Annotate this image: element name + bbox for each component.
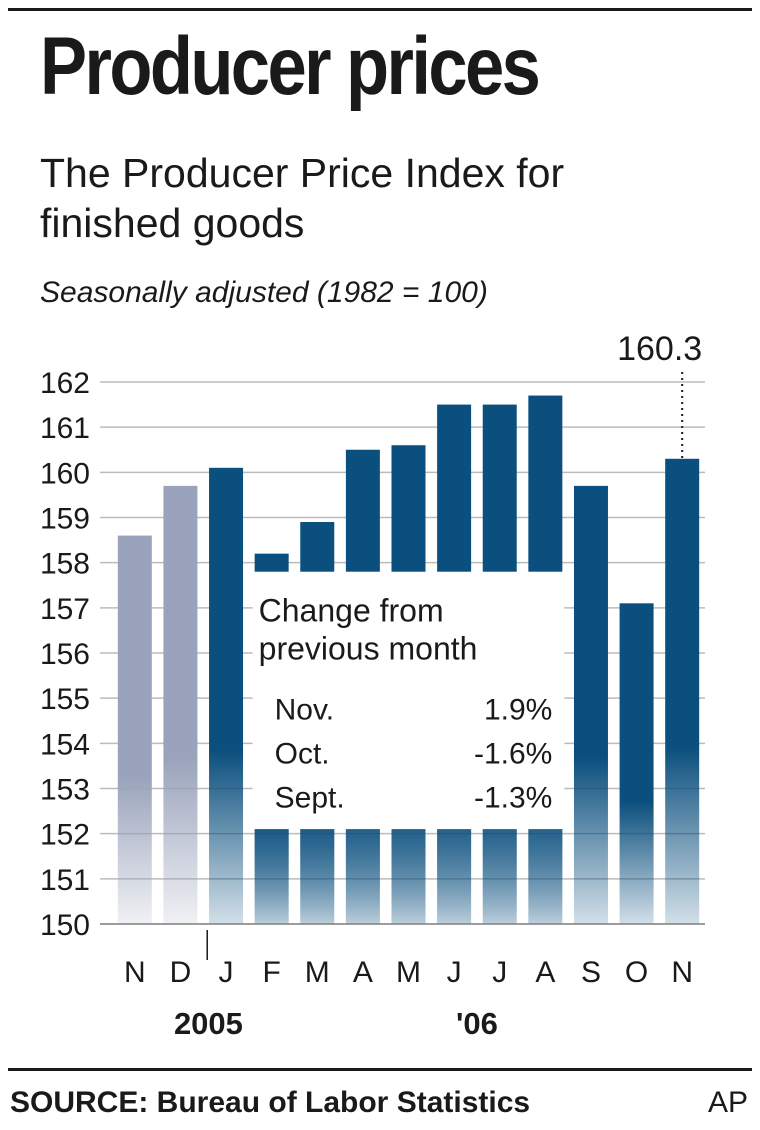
credit-label: AP (707, 1086, 748, 1119)
axes: 150 151 152 153 154 155 156 157 158 159 160 161 162 N… (40, 367, 705, 1040)
x-tick-label: J (492, 956, 507, 989)
y-tick-label: 151 (40, 864, 90, 897)
x-tick-label: M (305, 956, 330, 989)
inset-change: -1.6% (474, 738, 552, 771)
inset-change: 1.9% (484, 694, 552, 727)
y-tick-label: 159 (40, 503, 90, 536)
x-tick-label: J (447, 956, 462, 989)
x-tick-label: A (535, 956, 555, 989)
inset-change: -1.3% (474, 782, 552, 815)
bottom-rule (8, 1068, 752, 1071)
inset-title: Change from (259, 593, 444, 629)
year-label: 2005 (174, 1006, 243, 1040)
top-rule (8, 8, 752, 11)
x-tick-label: A (353, 956, 373, 989)
x-tick-label: F (262, 956, 280, 989)
y-tick-label: 158 (40, 548, 90, 581)
x-tick-label: O (625, 956, 648, 989)
bar-stub (528, 829, 563, 924)
bar (163, 485, 198, 924)
y-tick-label: 160 (40, 457, 90, 490)
bar (117, 535, 152, 924)
bar-stub (437, 829, 472, 924)
inset-month: Sept. (275, 782, 345, 815)
year-label: '06 (456, 1006, 498, 1040)
bar (573, 485, 608, 924)
y-tick-label: 150 (40, 909, 90, 942)
y-tick-label: 155 (40, 683, 90, 716)
y-tick-label: 161 (40, 412, 90, 445)
inset-title: previous month (259, 631, 478, 667)
y-tick-label: 157 (40, 593, 90, 626)
bar (619, 603, 654, 924)
y-tick-label: 154 (40, 728, 90, 761)
bar (209, 467, 244, 924)
chart-note: Seasonally adjusted (1982 = 100) (40, 276, 488, 309)
y-tick-label: 153 (40, 774, 90, 807)
bar (665, 458, 700, 924)
bar-stub (345, 829, 380, 924)
bar-stub (482, 829, 517, 924)
x-tick-label: M (396, 956, 421, 989)
bar-stub (300, 829, 335, 924)
y-tick-label: 152 (40, 819, 90, 852)
x-tick-label: D (170, 956, 192, 989)
chart-subtitle: The Producer Price Index for finished go… (40, 150, 565, 246)
bar-stub (254, 829, 289, 924)
inset-box (252, 571, 565, 830)
chart-title: Producer prices (40, 21, 541, 112)
source-note: SOURCE: Bureau of Labor Statistics (10, 1086, 531, 1119)
x-tick-label: N (124, 956, 146, 989)
inset-month: Oct. (275, 738, 330, 771)
x-tick-label: S (581, 956, 601, 989)
y-tick-label: 156 (40, 638, 90, 671)
bar-stub (391, 829, 426, 924)
x-tick-label: N (671, 956, 693, 989)
y-tick-label: 162 (40, 367, 90, 400)
inset-month: Nov. (275, 694, 334, 727)
highlight-label: 160.3 (617, 330, 702, 368)
x-tick-label: J (219, 956, 234, 989)
